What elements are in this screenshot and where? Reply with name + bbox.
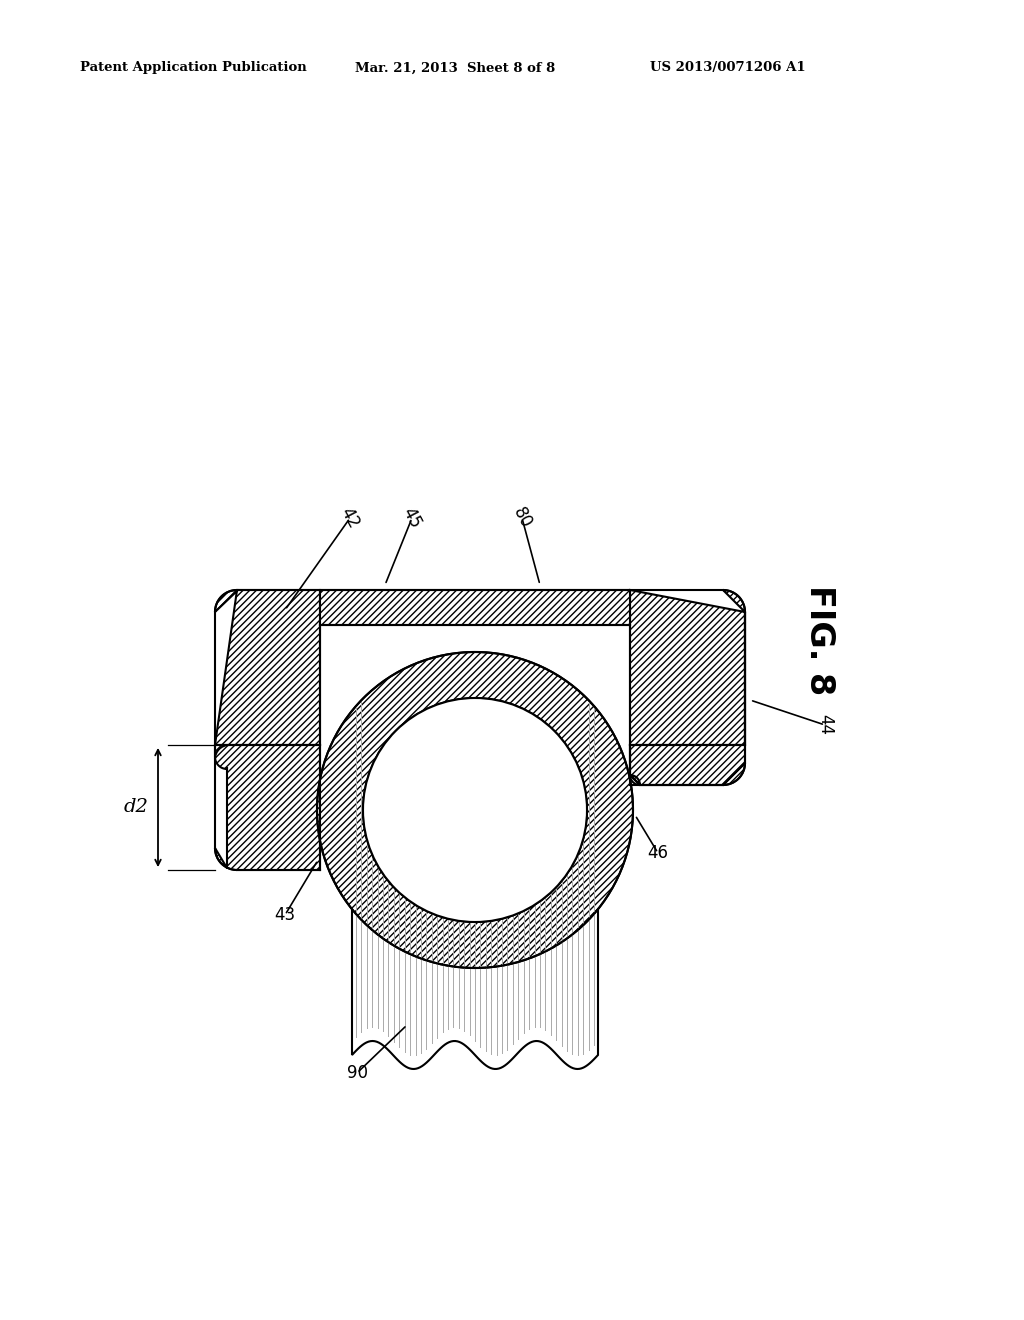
Polygon shape: [630, 612, 745, 785]
Polygon shape: [215, 590, 319, 744]
Circle shape: [362, 698, 587, 921]
Text: 43: 43: [274, 906, 296, 924]
Text: 42: 42: [337, 504, 362, 532]
Polygon shape: [630, 590, 745, 744]
Text: d2: d2: [124, 799, 148, 817]
Text: US 2013/0071206 A1: US 2013/0071206 A1: [650, 62, 806, 74]
Circle shape: [317, 652, 633, 968]
Text: 90: 90: [346, 1064, 368, 1082]
Text: Patent Application Publication: Patent Application Publication: [80, 62, 307, 74]
Text: 45: 45: [399, 504, 425, 532]
Text: FIG. 8: FIG. 8: [804, 585, 837, 696]
Text: 80: 80: [509, 504, 535, 532]
Polygon shape: [215, 590, 319, 744]
Polygon shape: [215, 744, 319, 870]
Text: Mar. 21, 2013  Sheet 8 of 8: Mar. 21, 2013 Sheet 8 of 8: [355, 62, 555, 74]
Text: 44: 44: [816, 714, 834, 735]
Polygon shape: [352, 810, 598, 1069]
Polygon shape: [319, 590, 630, 624]
Text: 46: 46: [647, 843, 669, 862]
Circle shape: [362, 698, 587, 921]
